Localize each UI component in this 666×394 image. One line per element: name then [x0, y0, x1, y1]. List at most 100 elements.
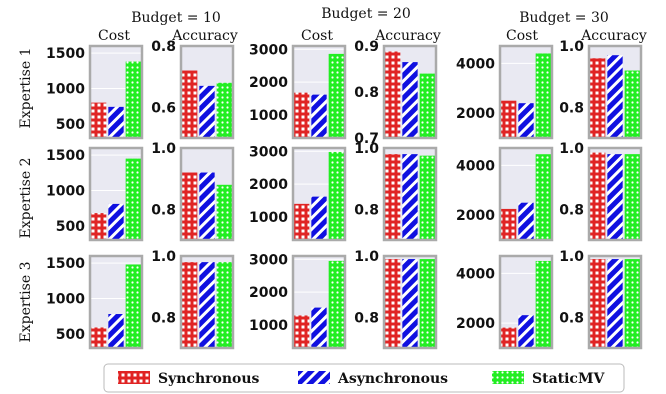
tick-label: 0.8 — [354, 310, 379, 326]
row-label-expertise-3: Expertise 3 — [18, 262, 34, 343]
tick-label: 0.8 — [151, 39, 176, 55]
legend: Synchronous Asynchronous StaticMV — [103, 363, 625, 393]
bar-staticmv — [535, 154, 551, 240]
bar-synchronous — [182, 262, 198, 348]
panel-r1-b1-cost: 500 1000 1500 — [46, 44, 144, 140]
bar-asynchronous — [402, 259, 418, 348]
tick-label: 3000 — [249, 42, 288, 58]
bar-synchronous — [501, 100, 517, 138]
tick-label: 2000 — [249, 285, 288, 301]
legend-swatch-staticmv — [492, 371, 524, 384]
bar-asynchronous — [199, 262, 215, 348]
bar-synchronous — [501, 208, 517, 240]
tick-label: 4000 — [456, 266, 495, 282]
bar-asynchronous — [311, 196, 327, 240]
bar-synchronous — [182, 172, 198, 240]
panel-r2-b1-accuracy: 0.8 1.0 — [151, 141, 235, 242]
tick-label: 3000 — [249, 252, 288, 268]
panel-frame — [382, 254, 438, 350]
panel-frame — [291, 146, 347, 242]
tick-label: 0.8 — [354, 85, 379, 101]
panel-r3-b3-accuracy: 0.8 1.0 — [559, 249, 643, 350]
tick-label: 1.0 — [559, 141, 584, 157]
tick-label: 1000 — [46, 183, 85, 199]
bar-staticmv — [624, 70, 640, 138]
panel-r2-b1-cost: 500 1000 1500 — [46, 146, 144, 242]
panel-r3-b2-cost: 1000 2000 3000 — [249, 252, 347, 350]
column-title-budget-30: Budget = 30 — [519, 10, 609, 26]
tick-label: 0.8 — [151, 202, 176, 218]
panel-frame — [179, 44, 235, 140]
bar-synchronous — [590, 152, 606, 240]
bar-synchronous — [91, 102, 107, 138]
panel-r2-b3-accuracy: 0.8 1.0 — [559, 141, 643, 242]
panel-frame — [88, 146, 144, 242]
bar-synchronous — [294, 92, 310, 138]
row-label-expertise-1: Expertise 1 — [18, 48, 34, 129]
panel-r1-b3-accuracy: 0.8 1.0 — [559, 39, 643, 140]
tick-label: 1.0 — [354, 141, 379, 157]
tick-label: 1000 — [249, 210, 288, 226]
tick-label: 0.6 — [151, 100, 176, 116]
tick-label: 0.8 — [559, 310, 584, 326]
bar-asynchronous — [607, 55, 623, 139]
tick-label: 0.8 — [559, 202, 584, 218]
panel-r2-b3-cost: 2000 4000 — [456, 146, 554, 242]
panel-r1-b3-cost: 2000 4000 — [456, 44, 554, 140]
panel-r1-b2-accuracy: 0.7 0.8 0.9 — [354, 39, 438, 147]
tick-label: 0.8 — [559, 100, 584, 116]
bar-synchronous — [385, 259, 401, 348]
bar-asynchronous — [108, 106, 124, 138]
tick-label: 1.0 — [559, 249, 584, 265]
panel-frame — [291, 44, 347, 140]
panel-frame — [382, 44, 438, 140]
tick-label: 1.0 — [151, 141, 176, 157]
tick-label: 0.9 — [354, 39, 379, 55]
tick-label: 500 — [56, 117, 85, 133]
bar-staticmv — [535, 53, 551, 139]
tick-label: 2000 — [456, 106, 495, 122]
bar-synchronous — [590, 58, 606, 139]
panel-r3-b1-accuracy: 0.8 1.0 — [151, 249, 235, 350]
panel-frame — [498, 146, 554, 242]
bar-synchronous — [590, 259, 606, 348]
tick-label: 4000 — [456, 158, 495, 174]
panel-frame — [88, 44, 144, 140]
bar-staticmv — [535, 260, 551, 348]
bar-asynchronous — [607, 154, 623, 240]
legend-label-synchronous: Synchronous — [158, 371, 260, 387]
subtitle-accuracy-b10: Accuracy — [171, 28, 238, 44]
bar-staticmv — [624, 154, 640, 240]
panel-frame — [587, 254, 643, 350]
tick-label: 1000 — [46, 291, 85, 307]
bar-staticmv — [419, 73, 435, 138]
bar-asynchronous — [518, 315, 534, 348]
panel-r3-b1-cost: 500 1000 1500 — [46, 254, 144, 350]
tick-label: 2000 — [249, 75, 288, 91]
bar-asynchronous — [402, 154, 418, 240]
bar-asynchronous — [311, 307, 327, 348]
bar-staticmv — [216, 262, 232, 348]
bar-synchronous — [91, 327, 107, 348]
bar-synchronous — [294, 203, 310, 240]
tick-label: 1000 — [249, 318, 288, 334]
tick-label: 1500 — [46, 46, 85, 62]
panel-frame — [498, 254, 554, 350]
panel-r1-b1-accuracy: 0.6 0.8 — [151, 39, 235, 140]
bar-synchronous — [294, 315, 310, 348]
bar-synchronous — [182, 70, 198, 138]
panel-r2-b2-accuracy: 0.8 1.0 — [354, 141, 438, 242]
tick-label: 500 — [56, 219, 85, 235]
bar-staticmv — [125, 264, 141, 348]
panel-r3-b3-cost: 2000 4000 — [456, 254, 554, 350]
bar-staticmv — [419, 155, 435, 240]
bar-asynchronous — [518, 202, 534, 240]
panel-frame — [88, 254, 144, 350]
panel-frame — [382, 146, 438, 242]
legend-label-asynchronous: Asynchronous — [337, 371, 448, 387]
bar-asynchronous — [402, 62, 418, 138]
bar-asynchronous — [607, 259, 623, 348]
panel-frame — [587, 146, 643, 242]
bar-staticmv — [328, 151, 344, 240]
